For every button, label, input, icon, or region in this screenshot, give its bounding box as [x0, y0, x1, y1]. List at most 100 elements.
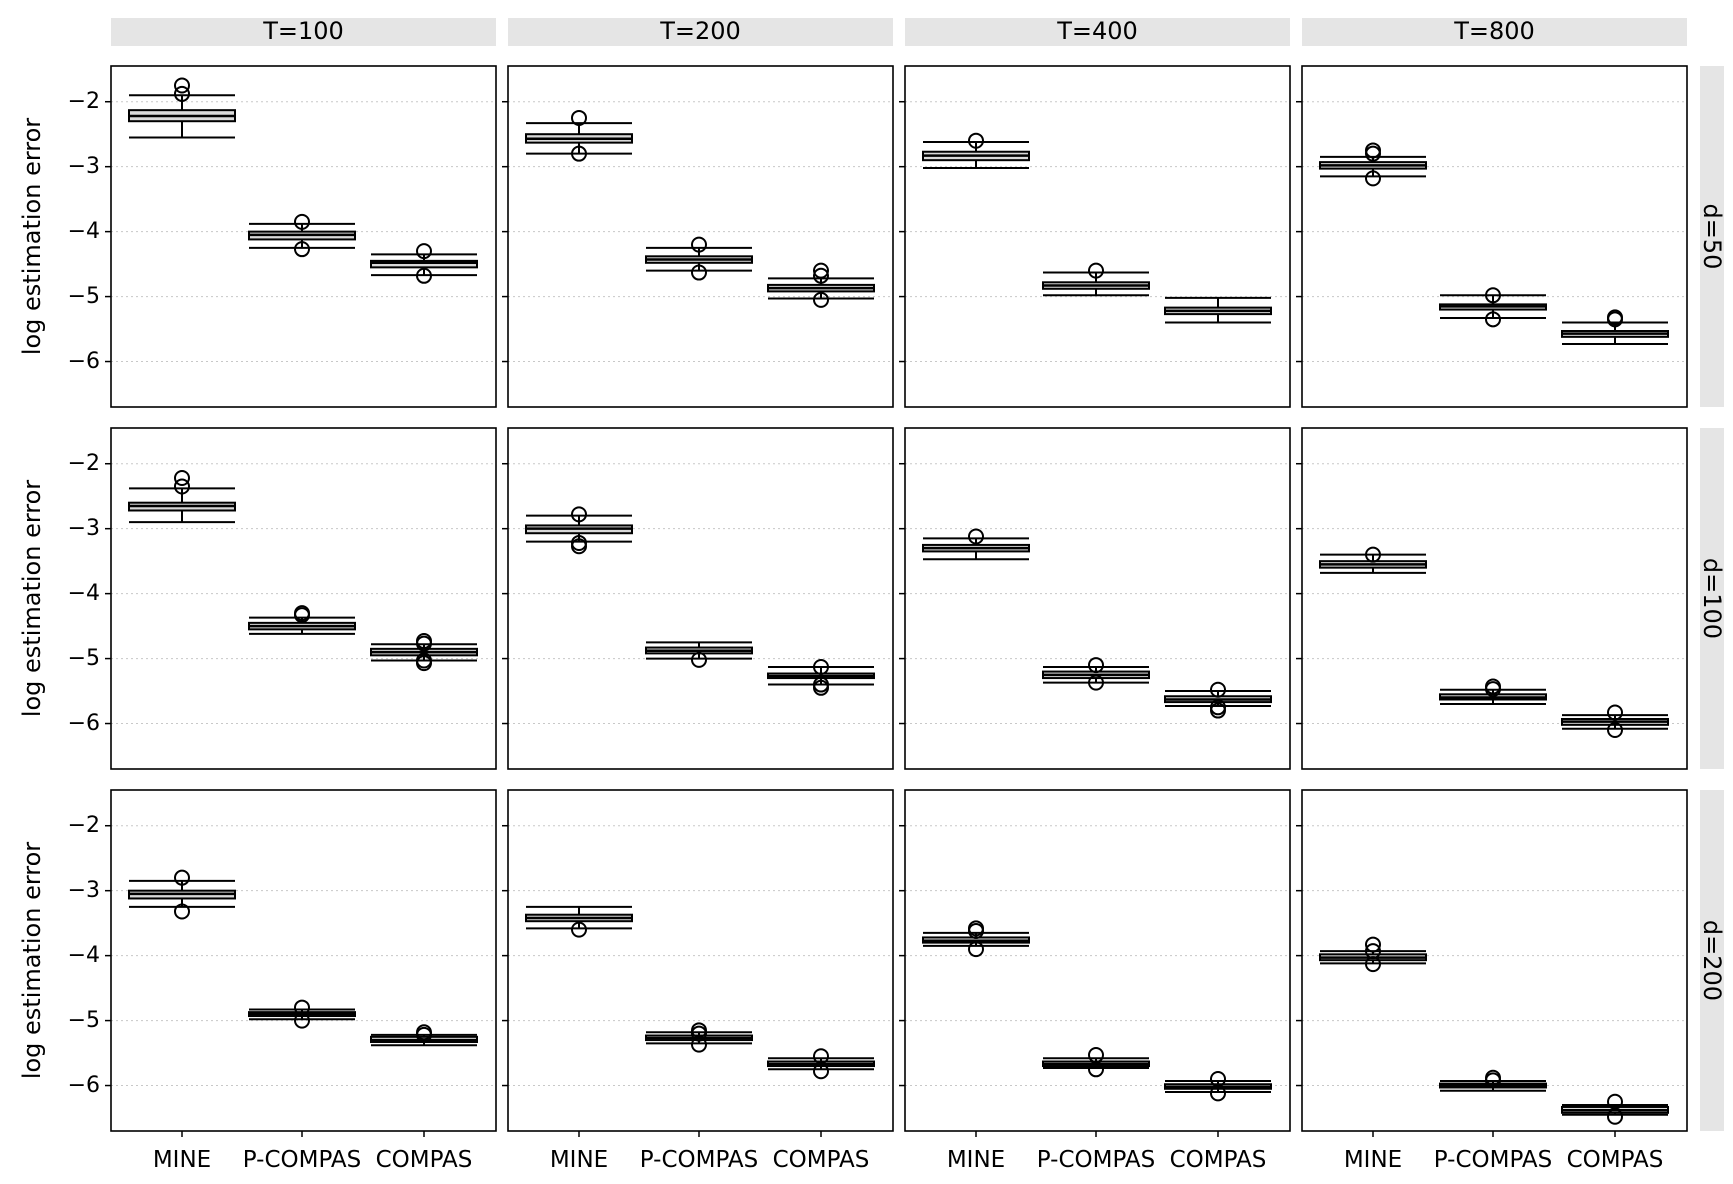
panel-frame: [110, 65, 497, 408]
outlier-point: [571, 109, 587, 126]
facet-panel: [899, 789, 1291, 1137]
outlier-point: [691, 264, 707, 281]
outlier-point: [813, 1063, 829, 1080]
y-tick-label: −3: [68, 154, 100, 179]
outlier-point: [1210, 1085, 1226, 1102]
iqr-box: [370, 259, 478, 269]
outlier-point: [691, 236, 707, 253]
outlier-point: [1088, 657, 1104, 674]
row-strip-label: d=50: [1698, 204, 1726, 270]
box-p-compas: [248, 213, 356, 258]
facet-panel: [502, 65, 894, 408]
outlier-point: [1365, 936, 1381, 953]
outlier-point: [416, 1026, 432, 1043]
outlier-point: [571, 538, 587, 555]
panel-frame: [904, 789, 1291, 1132]
box-compas: [370, 1024, 478, 1047]
column-strip: [111, 18, 496, 46]
outlier-point: [174, 903, 190, 920]
column-strip-label: T=200: [659, 17, 741, 45]
outlier-point: [174, 869, 190, 886]
y-tick-label: −3: [68, 516, 100, 541]
x-tick-label: COMPAS: [1170, 1147, 1267, 1173]
box-mine: [1319, 142, 1427, 187]
box-mine: [1319, 936, 1427, 973]
outlier-point: [968, 941, 984, 958]
box-mine: [128, 470, 236, 524]
box-p-compas: [645, 641, 753, 668]
outlier-point: [571, 921, 587, 938]
row-strip: [1700, 790, 1724, 1131]
y-tick-label: −4: [68, 219, 100, 244]
box-mine: [1319, 546, 1427, 574]
row-strip-label: d=200: [1698, 920, 1726, 1001]
box-p-compas: [248, 999, 356, 1029]
box-compas: [1164, 1071, 1272, 1102]
y-axis-label: log estimation error: [18, 118, 46, 355]
box-compas: [1164, 681, 1272, 719]
outlier-point: [1088, 262, 1104, 279]
outlier-point: [294, 1012, 310, 1029]
column-strip: [508, 18, 893, 46]
outlier-point: [1485, 1072, 1501, 1089]
y-tick-label: −4: [68, 943, 100, 968]
outlier-point: [1485, 311, 1501, 328]
outlier-point: [691, 1025, 707, 1042]
box-compas: [1164, 296, 1272, 324]
outlier-point: [294, 241, 310, 258]
outlier-point: [813, 291, 829, 308]
column-strip-label: T=400: [1056, 17, 1138, 45]
box-p-compas: [248, 605, 356, 635]
box-compas: [370, 243, 478, 284]
outlier-point: [813, 267, 829, 284]
outlier-point: [691, 1036, 707, 1053]
box-p-compas: [1042, 262, 1150, 297]
facet-panel: [1296, 65, 1688, 408]
box-compas: [1561, 1093, 1669, 1125]
outlier-point: [1365, 142, 1381, 159]
outlier-point: [1365, 956, 1381, 973]
box-mine: [922, 132, 1030, 169]
outlier-point: [1365, 943, 1381, 960]
box-p-compas: [1439, 678, 1547, 706]
column-strip: [905, 18, 1290, 46]
x-tick-label: MINE: [947, 1147, 1005, 1173]
y-tick-label: −5: [68, 646, 100, 671]
outlier-point: [1365, 546, 1381, 563]
x-tick-label: P-COMPAS: [243, 1147, 361, 1173]
outlier-point: [1365, 170, 1381, 187]
y-tick-label: −4: [68, 581, 100, 606]
y-tick-label: −3: [68, 878, 100, 903]
outlier-point: [416, 635, 432, 652]
panel-frame: [1301, 65, 1688, 408]
outlier-point: [571, 145, 587, 162]
box-compas: [767, 1048, 875, 1080]
panel-frame: [507, 65, 894, 408]
box-p-compas: [1042, 1047, 1150, 1078]
outlier-point: [1485, 287, 1501, 304]
facet-panel: [1296, 427, 1688, 770]
row-strip-label: d=100: [1698, 558, 1726, 639]
outlier-point: [174, 470, 190, 487]
box-mine: [128, 77, 236, 139]
panel-frame: [110, 789, 497, 1132]
outlier-point: [1607, 722, 1623, 739]
facet-panel: [899, 427, 1291, 770]
column-strip-label: T=100: [262, 17, 344, 45]
outlier-point: [1607, 704, 1623, 721]
x-tick-label: MINE: [1344, 1147, 1402, 1173]
y-tick-label: −6: [68, 349, 100, 374]
box-p-compas: [645, 1022, 753, 1053]
facet-panel: [1296, 789, 1688, 1137]
box-compas: [1561, 309, 1669, 345]
x-tick-label: P-COMPAS: [1434, 1147, 1552, 1173]
outlier-point: [571, 506, 587, 523]
box-mine: [128, 869, 236, 920]
row-strip: [1700, 428, 1724, 769]
y-tick-label: −5: [68, 1008, 100, 1033]
outlier-point: [968, 528, 984, 545]
panel-frame: [507, 427, 894, 770]
facet-panel: [899, 65, 1291, 408]
facet-panel: [105, 427, 497, 770]
